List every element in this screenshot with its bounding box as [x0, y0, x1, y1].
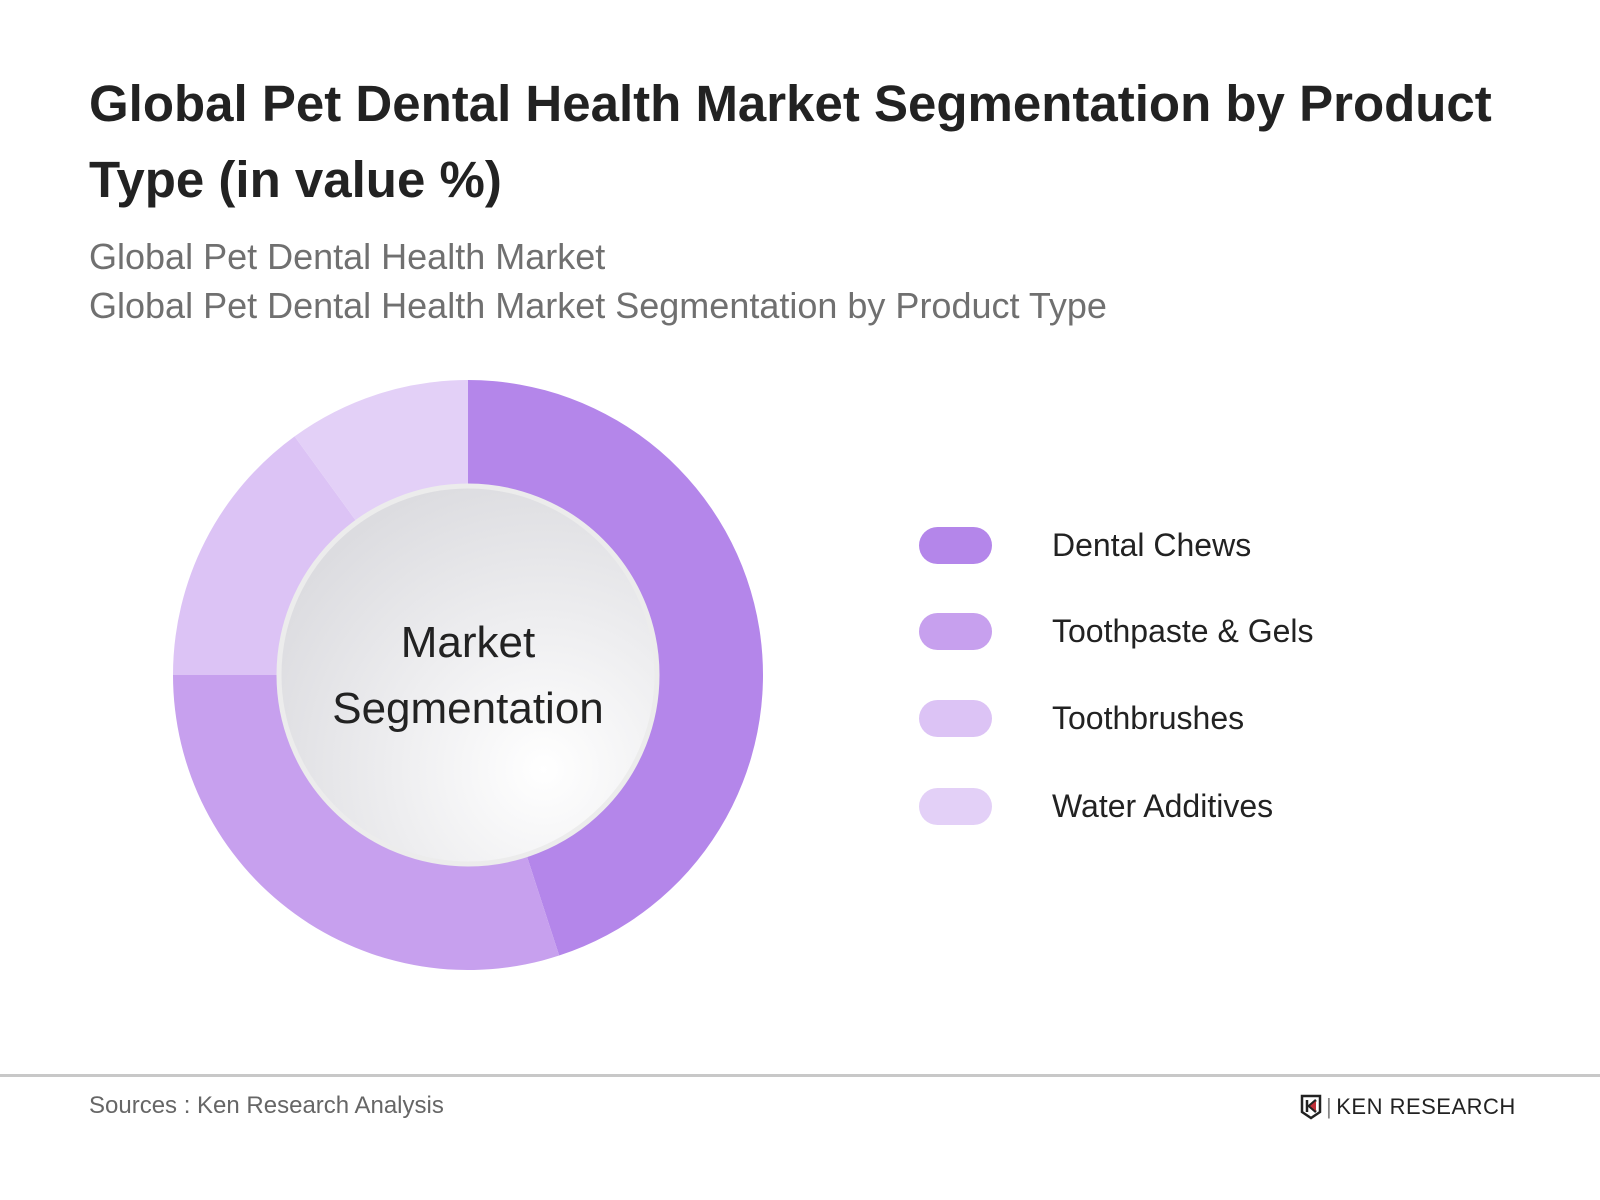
legend-swatch — [919, 700, 992, 737]
center-label: Market Segmentation — [332, 618, 604, 733]
legend-label: Toothpaste & Gels — [1052, 613, 1314, 649]
slice-toothbrushes — [173, 436, 357, 675]
source-note: Sources : Ken Research Analysis — [89, 1092, 444, 1119]
chart-title: Global Pet Dental Health Market Segmenta… — [89, 75, 1492, 208]
slice-water-additives — [294, 380, 468, 523]
ken-research-logo: | KEN RESEARCH — [1300, 1094, 1516, 1120]
logo-text: KEN RESEARCH — [1336, 1094, 1516, 1119]
chart-subtitle-1: Global Pet Dental Health Market — [89, 236, 606, 277]
legend-label: Water Additives — [1052, 788, 1274, 824]
slice-toothpaste-gels — [172, 675, 560, 970]
legend-label: Toothbrushes — [1052, 700, 1245, 736]
ken-logo-icon — [1300, 1094, 1322, 1120]
chart-subtitle-2: Global Pet Dental Health Market Segmenta… — [89, 285, 1107, 326]
legend-swatch — [919, 527, 992, 564]
donut-center — [276, 483, 660, 867]
legend-item: Toothpaste & Gels — [919, 613, 1313, 650]
legend-item: Toothbrushes — [919, 700, 1244, 737]
footer-divider — [0, 1074, 1600, 1077]
legend-swatch — [919, 613, 992, 650]
legend-item: Dental Chews — [919, 527, 1251, 564]
legend-label: Dental Chews — [1052, 527, 1252, 563]
slice-dental-chews — [468, 380, 763, 956]
legend-swatch — [919, 788, 992, 825]
legend-item: Water Additives — [919, 788, 1273, 825]
